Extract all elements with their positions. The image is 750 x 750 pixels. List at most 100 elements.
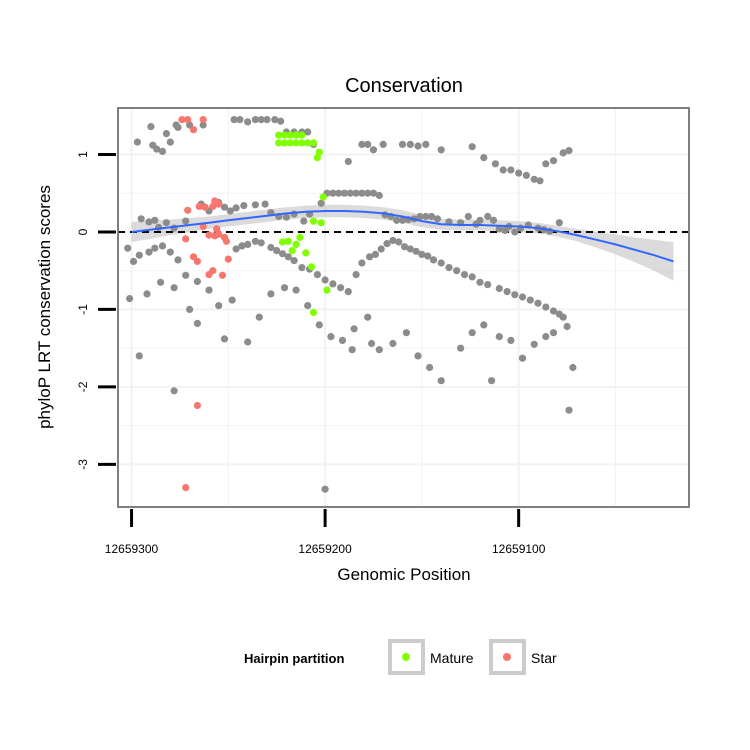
point-star [189,126,198,134]
point-other [157,278,165,286]
point-other [416,212,424,221]
point-other [352,189,360,197]
point-other [429,256,438,264]
point-star [184,206,192,214]
point-other [126,295,134,303]
point-star [224,255,232,263]
point-other [393,216,401,224]
legend-dot-mature [402,653,410,661]
point-other [166,248,174,256]
point-star [205,231,213,239]
point-other [398,216,407,224]
point-other [278,250,287,258]
point-star [182,235,190,243]
point-star [182,484,190,492]
point-other [364,313,372,321]
point-mature [298,139,306,147]
point-mature [288,247,296,255]
point-other [418,250,426,258]
point-star [218,271,227,279]
point-other [398,140,407,148]
point-mature [278,238,287,246]
point-other [358,189,366,197]
point-other [182,271,190,279]
point-mature [309,217,318,225]
point-mature [292,240,300,248]
point-other [526,296,534,304]
point-other [389,236,397,245]
point-other [338,336,347,344]
point-other [145,248,153,256]
point-other [124,244,132,252]
confidence-ribbon [131,204,674,281]
point-other [412,247,420,255]
point-other [515,169,523,177]
point-other [174,256,182,264]
point-other [162,130,170,138]
point-other [277,117,285,125]
point-star [215,230,223,238]
points-layer [124,116,577,493]
point-other [364,189,372,197]
point-other [414,142,422,150]
point-other [244,118,252,126]
point-other [193,277,201,286]
point-other [350,325,358,333]
point-other [495,333,503,341]
point-other [329,280,337,288]
point-mature [315,148,323,156]
point-other [344,288,352,296]
point-star [184,116,192,124]
point-other [371,250,379,258]
point-mature [280,139,289,147]
chart-title: Conservation [345,75,463,97]
point-other [135,251,143,259]
point-mature [304,139,312,147]
point-star [209,267,217,275]
point-other [337,284,345,292]
smooth-line-layer [131,210,674,263]
point-other [369,146,378,154]
point-other [542,303,550,311]
point-mature [292,131,300,139]
point-other [518,354,527,362]
point-mature [319,193,327,201]
point-other [255,313,263,321]
point-other [267,290,275,298]
point-other [300,217,308,225]
point-other [422,140,430,148]
point-other [151,244,159,252]
point-other [549,157,558,165]
point-other [507,166,515,174]
point-other [375,191,383,200]
point-other [346,189,354,197]
point-other [244,240,252,248]
legend: Hairpin partition Mature Star [244,639,557,675]
point-star [199,116,207,124]
point-other [542,333,550,341]
point-other [400,243,409,251]
point-other [273,247,281,255]
point-mature [313,154,321,162]
point-other [549,329,558,337]
point-other [366,253,374,261]
point-other [460,271,469,279]
point-other [563,322,571,331]
point-other [437,377,445,385]
point-other [495,284,503,293]
point-other [170,387,178,395]
point-other [236,116,244,124]
point-other [263,116,271,124]
point-other [251,201,259,209]
point-other [251,237,259,245]
point-other [530,340,538,348]
point-other [489,216,498,224]
point-star [199,222,207,231]
point-mature [286,139,294,147]
y-axis-label: phyloP LRT conservation scores [35,185,54,429]
y-tick-label: -1 [76,304,90,315]
point-star [211,197,219,205]
point-other [147,123,155,131]
point-other [468,273,476,281]
